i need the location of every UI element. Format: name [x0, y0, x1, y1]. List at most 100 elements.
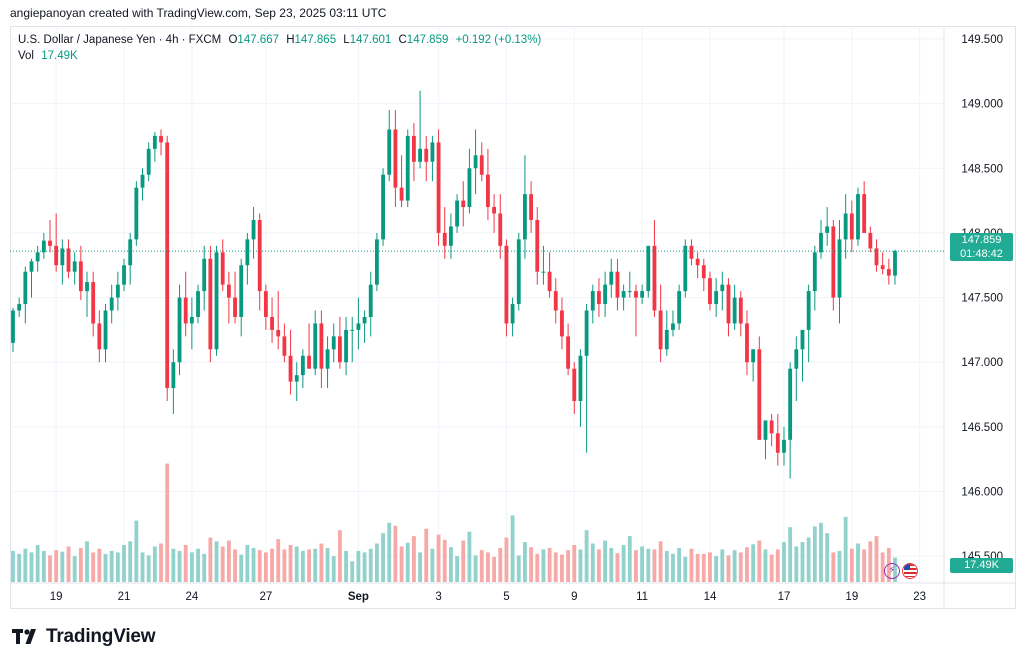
candle-body	[825, 226, 830, 233]
candle-body	[880, 265, 885, 270]
time-tick-label: 19	[50, 591, 63, 603]
volume-bar	[880, 552, 885, 582]
volume-bar	[294, 546, 299, 582]
candle-body	[492, 207, 497, 214]
volume-bar	[714, 556, 719, 582]
candle	[399, 155, 404, 208]
candle	[609, 258, 614, 298]
legend-volume-label[interactable]: Vol	[18, 50, 34, 62]
candle-body	[381, 174, 385, 240]
candle-body	[189, 316, 194, 324]
volume-bar	[214, 541, 219, 582]
us-flag-event-icon[interactable]	[902, 563, 918, 579]
volume-bar	[683, 556, 688, 582]
candle-body	[831, 226, 836, 298]
candle	[288, 329, 293, 395]
volume-bar	[165, 463, 170, 582]
lightning-event-icon[interactable]: ⚡	[884, 563, 900, 579]
volume-bar	[411, 536, 416, 582]
volume-bar	[578, 549, 583, 582]
candle	[640, 284, 645, 305]
volume-bar	[479, 550, 484, 582]
candle	[436, 129, 441, 246]
volume-bar	[196, 548, 200, 582]
chart-frame[interactable]	[10, 26, 1016, 609]
candle	[220, 239, 225, 292]
candle	[806, 284, 811, 363]
volume-bar	[60, 551, 65, 582]
candle	[97, 310, 102, 363]
chart-legend: U.S. Dollar / Japanese Yen · 4h · FXCM O…	[18, 32, 541, 64]
time-axis: 19 21 24 27 Sep 3 5 9 11 14 17 19 23	[50, 591, 926, 603]
candle	[671, 310, 675, 337]
volume-bar	[399, 546, 404, 582]
candle	[183, 271, 188, 337]
legend-volume-row: Vol 17.49K	[18, 48, 541, 64]
candle	[368, 271, 373, 337]
legend-volume: 17.49K	[41, 50, 78, 62]
volume-bar	[263, 552, 268, 582]
volume-bar	[695, 553, 700, 582]
candle-body	[486, 174, 490, 208]
candle-body	[658, 310, 663, 350]
volume-bar	[584, 530, 589, 582]
candle	[128, 232, 133, 285]
candle	[337, 316, 342, 369]
candle-body	[621, 291, 626, 298]
candle-body	[806, 291, 811, 330]
volume-bar	[597, 549, 601, 582]
legend-symbol[interactable]: U.S. Dollar / Japanese Yen · 4h · FXCM	[18, 34, 222, 46]
candle-body	[541, 271, 546, 273]
volume-bar	[337, 530, 342, 582]
candle-body	[257, 219, 262, 292]
volume-bar	[708, 552, 712, 582]
candle-body	[498, 213, 503, 246]
candle	[769, 413, 774, 447]
candle	[677, 284, 682, 330]
legend-open: 147.667	[237, 34, 279, 46]
candle	[837, 219, 842, 324]
candle-body	[78, 261, 83, 292]
candle-body	[449, 226, 453, 246]
candle-body	[294, 375, 299, 382]
time-tick-label: 14	[704, 591, 717, 603]
candle-body	[738, 297, 743, 324]
candle-body	[183, 297, 188, 324]
volume-bar	[504, 537, 509, 582]
candle-body	[399, 187, 404, 201]
volume-bar	[313, 548, 318, 582]
volume-bar	[356, 550, 361, 582]
candle-body	[263, 291, 268, 317]
candle-body	[23, 271, 28, 305]
candle-body	[769, 420, 774, 434]
volume-bar	[325, 547, 330, 582]
volume-bar	[393, 525, 398, 582]
volume-bar	[331, 556, 336, 582]
candle	[202, 245, 207, 311]
candle	[621, 284, 626, 311]
volume-bar	[381, 533, 385, 582]
volume-bar	[812, 526, 817, 582]
volume-bar	[97, 548, 102, 582]
candle-body	[72, 261, 77, 272]
tradingview-logo[interactable]: TradingView	[12, 626, 156, 648]
volume-bar	[134, 520, 139, 582]
volume-bar	[640, 546, 645, 582]
volume-bar	[270, 548, 274, 582]
candle-body	[208, 258, 213, 350]
candle-body	[387, 129, 392, 175]
volume-bar	[350, 561, 355, 582]
candle-body	[856, 194, 860, 240]
candle	[732, 284, 737, 330]
candle-body	[782, 439, 786, 453]
candle	[547, 252, 552, 298]
candle-body	[60, 248, 65, 266]
volume-bar	[66, 546, 71, 582]
candle	[313, 310, 318, 376]
volume-bar	[806, 537, 811, 582]
time-tick-label: 27	[259, 591, 272, 603]
candle	[72, 252, 77, 285]
candle	[424, 135, 429, 182]
candle	[775, 413, 780, 466]
